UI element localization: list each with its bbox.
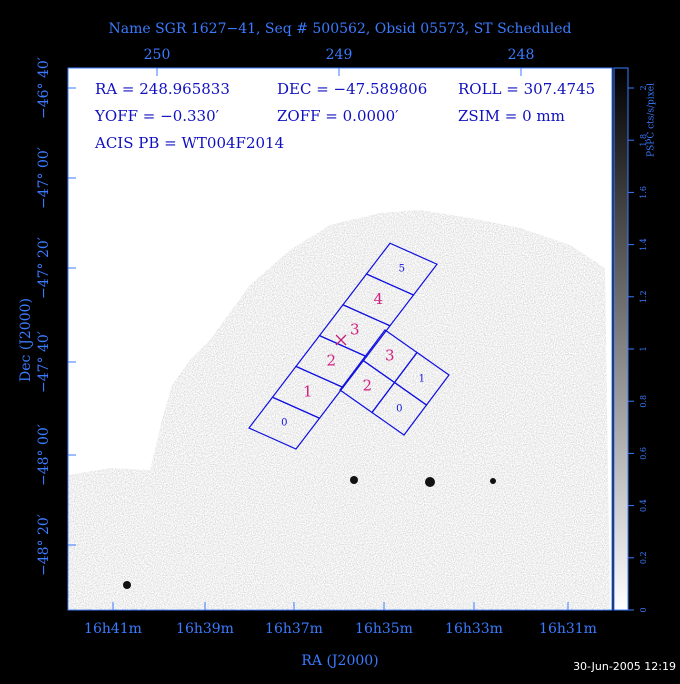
colorbar-tick-label: 0.6 — [639, 447, 648, 460]
bottom-tick-label: 16h31m — [539, 621, 597, 637]
aimpoint — [335, 334, 347, 346]
chip-label: 1 — [303, 382, 313, 400]
bottom-tick-label: 16h41m — [84, 621, 142, 637]
top-tick-label: 249 — [326, 47, 353, 63]
colorbar-tick-label: 2 — [639, 85, 648, 90]
chip-label: 2 — [326, 352, 336, 370]
colorbar-title: PSPC cts/s/pixel — [647, 83, 657, 157]
chip-label: 1 — [419, 373, 425, 384]
bottom-tick-label: 16h37m — [265, 621, 323, 637]
title: Name SGR 1627−41, Seq # 500562, Obsid 05… — [108, 21, 571, 37]
colorbar-tick-label: 1.4 — [639, 238, 648, 251]
chip-label: 0 — [281, 418, 287, 429]
colorbar-tick-label: 0 — [639, 607, 648, 612]
left-tick-label: −47° 00′ — [36, 147, 52, 209]
chip-label: 5 — [399, 264, 405, 275]
bottom-tick-label: 16h39m — [176, 621, 234, 637]
bottom-tick-label: 16h33m — [445, 621, 503, 637]
colorbar — [613, 67, 629, 611]
top-tick-label: 248 — [508, 47, 535, 63]
colorbar-tick-label: 1.2 — [639, 290, 648, 303]
info-text: ZOFF = 0.0000′ — [277, 107, 399, 125]
left-tick-label: −48° 00′ — [36, 424, 52, 486]
detector-outline — [248, 242, 450, 450]
info-text: DEC = −47.589806 — [277, 80, 427, 98]
left-tick-label: −46° 40′ — [36, 57, 52, 119]
chip-label: 3 — [350, 321, 360, 339]
top-tick-label: 250 — [144, 47, 171, 63]
chip-label: 4 — [373, 290, 383, 308]
left-tick-label: −47° 20′ — [36, 237, 52, 299]
x-axis-title: RA (J2000) — [301, 653, 378, 669]
colorbar-tick-label: 1 — [639, 346, 648, 351]
chip-label: 2 — [362, 376, 372, 394]
colorbar-tick-label: 0.2 — [639, 551, 648, 564]
sources — [123, 476, 496, 589]
bottom-tick-label: 16h35m — [355, 621, 413, 637]
info-text: ACIS PB = WT004F2014 — [94, 134, 284, 152]
info-text: YOFF = −0.330′ — [94, 107, 220, 125]
info-text: ZSIM = 0 mm — [458, 107, 565, 125]
chip — [371, 381, 428, 436]
left-tick-label: −47° 40′ — [36, 331, 52, 393]
sky-image — [68, 210, 610, 610]
chip-label: 0 — [396, 403, 402, 414]
colorbar-tick-label: 1.6 — [639, 186, 648, 199]
info-text: ROLL = 307.4745 — [458, 80, 595, 98]
colorbar-tick-label: 1.8 — [639, 134, 648, 147]
chip — [365, 242, 438, 296]
colorbar-tick-label: 0.8 — [639, 395, 648, 408]
chip-label: 3 — [385, 346, 395, 364]
info-text: RA = 248.965833 — [95, 80, 230, 98]
colorbar-tick-label: 0.4 — [639, 499, 648, 512]
timestamp: 30-Jun-2005 12:19 — [573, 660, 676, 673]
left-tick-label: −48° 20′ — [36, 514, 52, 576]
y-axis-title: Dec (J2000) — [18, 298, 34, 382]
